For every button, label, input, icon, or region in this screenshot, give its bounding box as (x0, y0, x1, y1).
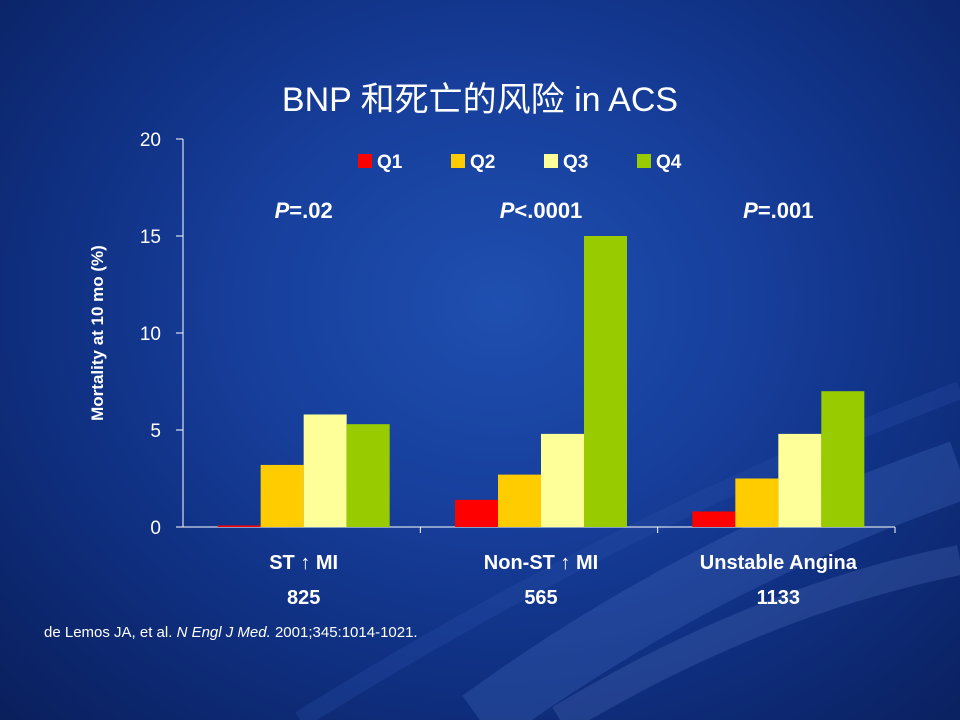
legend-swatch-q4 (637, 154, 651, 168)
bar-q2-1 (260, 464, 304, 527)
y-tick-label: 15 (140, 227, 161, 248)
bar-q1-1 (217, 525, 261, 527)
p-value-label: P<.0001 (500, 198, 583, 223)
bar-q1-3 (692, 511, 736, 527)
category-label: Unstable Angina (700, 552, 858, 574)
bar-q4-2 (584, 236, 627, 527)
y-tick-label: 10 (140, 324, 161, 345)
legend-label-q2: Q2 (470, 152, 495, 173)
citation-details: 2001;345:1014-1021. (274, 624, 418, 641)
citation: de Lemos JA, et al. N Engl J Med. 2001;3… (44, 624, 418, 641)
legend-label-q1: Q1 (377, 152, 403, 173)
citation-authors: de Lemos JA, et al. (44, 624, 173, 641)
legend-label-q4: Q4 (656, 152, 682, 173)
p-value-italic: P (500, 198, 515, 223)
category-n-label: 825 (287, 587, 320, 609)
y-tick-label: 20 (140, 130, 161, 151)
p-value-italic: P (275, 198, 290, 223)
p-value-number: =.02 (289, 198, 332, 223)
p-value-number: <.0001 (514, 198, 582, 223)
bar-q4-1 (346, 424, 390, 527)
p-value-italic: P (743, 198, 758, 223)
citation-journal: N Engl J Med. (176, 624, 271, 641)
p-value-label: P=.001 (743, 198, 813, 223)
category-n-label: 565 (524, 587, 557, 609)
category-n-label: 1133 (757, 587, 800, 609)
category-label: Non-ST ↑ MI (484, 552, 598, 574)
y-axis-label: Mortality at 10 mo (%) (88, 245, 107, 421)
bar-q3-1 (303, 414, 347, 527)
legend-swatch-q2 (451, 154, 465, 168)
bar-q4-3 (821, 391, 865, 527)
y-tick-label: 0 (150, 518, 161, 539)
y-tick-label: 5 (150, 421, 161, 442)
bar-q3-2 (541, 433, 584, 527)
bar-q1-2 (455, 499, 498, 527)
bar-q3-3 (778, 433, 822, 527)
legend-swatch-q1 (358, 154, 372, 168)
page-title: BNP 和死亡的风险 in ACS (281, 81, 679, 119)
p-value-label: P=.02 (275, 198, 333, 223)
legend-label-q3: Q3 (563, 152, 588, 173)
category-label: ST ↑ MI (269, 552, 338, 574)
bar-q2-2 (498, 474, 541, 527)
bar-q2-3 (735, 478, 779, 527)
legend-swatch-q3 (544, 154, 558, 168)
p-value-number: =.001 (758, 198, 814, 223)
